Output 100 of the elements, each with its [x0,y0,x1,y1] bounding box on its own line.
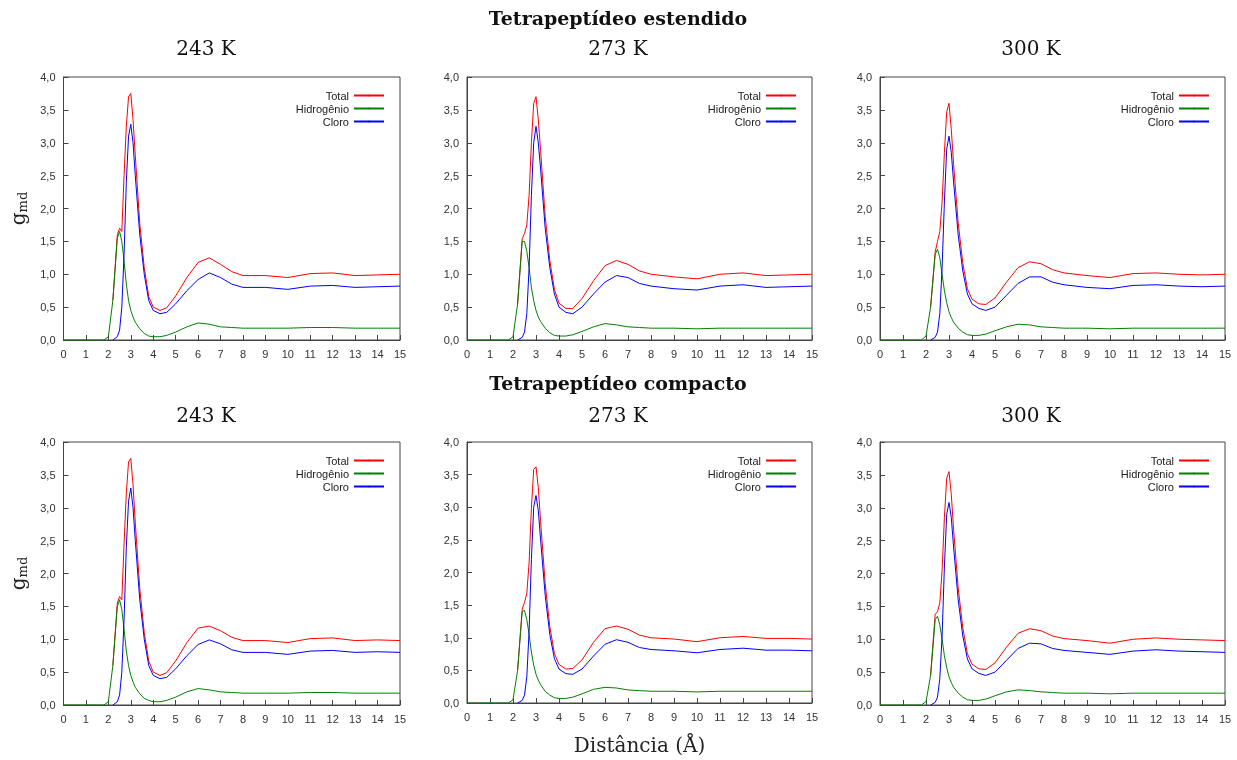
x-tick-label: 1 [899,712,906,725]
x-tick-label: 7 [625,710,632,723]
x-tick-label: 4 [556,710,563,723]
x-tick-label: 9 [262,712,269,725]
x-tick-label: 11 [1126,712,1139,725]
x-tick-label: 7 [217,712,224,725]
y-tick-label: 3,5 [856,103,872,116]
legend-label: Total [738,89,762,102]
y-tick-label: 4,0 [444,436,460,448]
y-tick-label: 4,0 [40,436,56,448]
legend-label: Total [738,454,762,467]
x-tick-label: 1 [487,710,494,723]
x-tick-label: 3 [127,347,134,360]
chart-title: 273 K [588,403,650,427]
y-tick-label: 0,5 [856,301,872,314]
x-tick-label: 8 [1060,712,1067,725]
x-tick-label: 0 [876,712,883,725]
x-tick-label: 3 [127,712,134,725]
x-tick-label: 6 [195,712,202,725]
x-tick-label: 6 [602,710,609,723]
x-tick-label: 14 [783,710,796,723]
x-tick-label: 4 [556,347,563,360]
x-tick-label: 1 [82,712,89,725]
line-series [929,135,1226,341]
line-series [517,466,813,671]
legend-label: Cloro [322,480,349,493]
chart-title: 273 K [588,36,650,60]
x-tick-label: 12 [737,347,750,360]
x-tick-label: 10 [1103,712,1116,725]
y-tick-label: 0,0 [444,697,460,709]
y-tick-label: 3,0 [444,501,460,514]
y-tick-label: 3,5 [40,103,56,116]
x-tick-label: 4 [968,712,975,725]
y-tick-label: 2,0 [856,202,872,215]
x-tick-label: 14 [371,347,384,360]
x-tick-label: 11 [1126,347,1139,360]
y-tick-label: 0,5 [444,664,460,677]
x-tick-label: 5 [172,347,179,360]
x-tick-label: 9 [671,347,678,360]
x-tick-label: 12 [1149,712,1162,725]
y-tick-label: 3,0 [40,501,56,514]
y-tick-label: 3,5 [856,468,872,481]
x-tick-label: 7 [1037,347,1044,360]
x-tick-label: 0 [60,347,67,360]
y-tick-label: 4,0 [444,71,460,83]
legend-label: Cloro [1147,115,1174,128]
y-tick-label: 2,5 [40,534,56,547]
x-tick-label: 15 [806,710,819,723]
x-tick-label: 0 [60,712,67,725]
x-tick-label: 9 [262,347,269,360]
y-tick-label: 4,0 [856,436,872,448]
legend-label: Hidrogênio [708,467,762,480]
y-tick-label: 3,5 [444,468,460,481]
x-tick-label: 6 [195,347,202,360]
y-tick-label: 1,0 [40,633,56,646]
legend-label: Hidrogênio [1120,467,1174,480]
x-tick-label: 6 [1014,712,1021,725]
x-tick-label: 10 [281,347,294,360]
x-tick-label: 12 [737,710,750,723]
x-tick-label: 0 [464,710,471,723]
y-tick-label: 1,5 [40,235,56,248]
x-tick-label: 5 [172,712,179,725]
chart-title: 243 K [176,36,237,60]
y-tick-label: 2,5 [40,169,56,182]
x-tick-label: 13 [1172,712,1185,725]
legend-label: Hidrogênio [1120,102,1174,115]
x-tick-label: 8 [239,347,247,360]
legend-label: Total [325,454,349,467]
line-series [63,599,401,706]
x-tick-label: 5 [579,710,586,723]
y-axis-title: gmd [6,191,30,226]
x-tick-label: 2 [510,347,517,360]
x-tick-label: 8 [1060,347,1067,360]
y-tick-label: 0,0 [40,334,56,346]
x-tick-label: 2 [922,347,929,360]
x-tick-label: 10 [691,347,704,360]
x-tick-label: 4 [150,712,157,725]
chart-title: 300 K [1000,403,1062,427]
y-tick-label: 2,0 [40,567,56,580]
y-tick-label: 3,0 [444,136,460,149]
x-tick-label: 11 [714,710,727,723]
x-tick-label: 1 [82,347,89,360]
legend-label: Cloro [322,115,349,128]
legend-label: Cloro [735,480,762,493]
y-tick-label: 2,0 [444,202,460,215]
x-tick-label: 13 [1172,347,1185,360]
x-tick-label: 0 [876,347,883,360]
x-tick-label: 14 [783,347,796,360]
legend-label: Hidrogênio [708,102,762,115]
y-tick-label: 1,0 [856,633,872,646]
x-tick-label: 13 [349,347,362,360]
legend-label: Total [1150,454,1174,467]
text: Tetrapeptídeo compacto [489,371,748,394]
y-tick-label: 0,0 [40,699,56,711]
x-tick-label: 7 [1037,712,1044,725]
x-tick-label: 3 [945,712,952,725]
y-tick-label: 0,0 [444,334,460,346]
x-tick-label: 4 [968,347,975,360]
y-tick-label: 1,5 [40,600,56,613]
x-tick-label: 10 [691,710,704,723]
